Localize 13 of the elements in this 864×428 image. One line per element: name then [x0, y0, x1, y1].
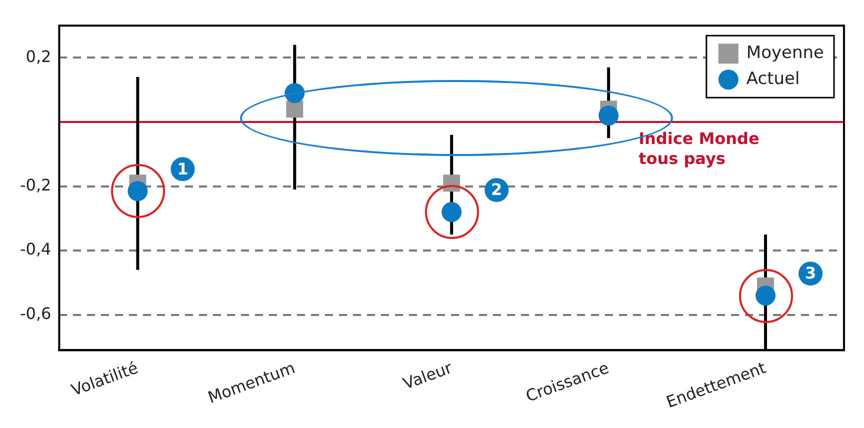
x-tick-label: Valeur — [400, 358, 455, 394]
y-tick-label: -0,6 — [20, 304, 52, 324]
y-tick-label: -0,2 — [20, 175, 52, 194]
annotation: 1 — [177, 159, 188, 178]
y-tick-label: 0,2 — [26, 46, 52, 66]
legend-label: Moyenne — [746, 43, 824, 64]
annotation: 2 — [491, 180, 502, 200]
ref-line-label: Indice Monde tous pays — [638, 129, 760, 168]
legend-label: Actuel — [746, 69, 800, 90]
point — [286, 100, 304, 118]
y-tick-label: -0,4 — [20, 240, 52, 259]
point — [598, 106, 619, 126]
annotation: 3 — [804, 264, 816, 283]
